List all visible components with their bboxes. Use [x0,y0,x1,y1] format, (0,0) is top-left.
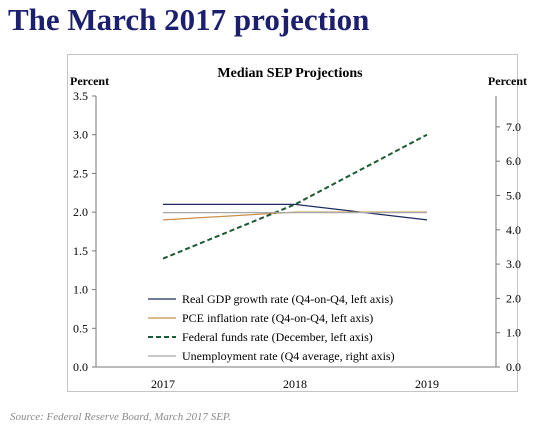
left-tick-label: 0.5 [73,321,88,335]
legend-entry: Real GDP growth rate (Q4-on-Q4, left axi… [182,292,393,306]
series-lines [162,133,428,260]
left-axis-ticks: 0.0 0.5 1.0 1.5 2.0 2.5 3.0 3.5 [73,89,96,374]
series-line [162,211,427,221]
x-axis-ticks: 2017 2018 2019 [151,377,439,391]
right-tick-label: 2.0 [506,291,521,305]
left-tick-label: 0.0 [73,360,88,374]
legend-entry: Unemployment rate (Q4 average, right axi… [182,349,395,363]
legend-entry: Federal funds rate (December, left axis) [182,330,373,344]
left-tick-label: 3.0 [73,128,88,142]
right-tick-label: 6.0 [506,154,521,168]
x-tick-label: 2017 [151,377,175,391]
right-axis-ticks: 0.0 1.0 2.0 3.0 4.0 5.0 6.0 7.0 [496,120,521,374]
legend: Real GDP growth rate (Q4-on-Q4, left axi… [148,292,395,363]
slide-title: The March 2017 projection [8,2,370,37]
left-tick-label: 1.5 [73,244,88,258]
right-tick-label: 7.0 [506,120,521,134]
right-tick-label: 1.0 [506,326,521,340]
right-axis-label: Percent [488,74,527,88]
chart-panel [67,54,518,392]
right-tick-label: 3.0 [506,257,521,271]
series-line [162,133,428,260]
right-tick-label: 4.0 [506,223,521,237]
x-tick-label: 2019 [415,377,439,391]
series-line [163,203,428,221]
x-tick-label: 2018 [283,377,307,391]
source-note: Source: Federal Reserve Board, March 201… [10,411,231,423]
legend-entry: PCE inflation rate (Q4-on-Q4, left axis) [182,311,373,325]
left-axis-label: Percent [70,74,109,88]
chart-title: Median SEP Projections [217,66,363,81]
right-tick-label: 5.0 [506,188,521,202]
left-tick-label: 2.5 [73,166,88,180]
left-tick-label: 1.0 [73,283,88,297]
left-tick-label: 3.5 [73,89,88,103]
right-tick-label: 0.0 [506,360,521,374]
left-tick-label: 2.0 [73,205,88,219]
